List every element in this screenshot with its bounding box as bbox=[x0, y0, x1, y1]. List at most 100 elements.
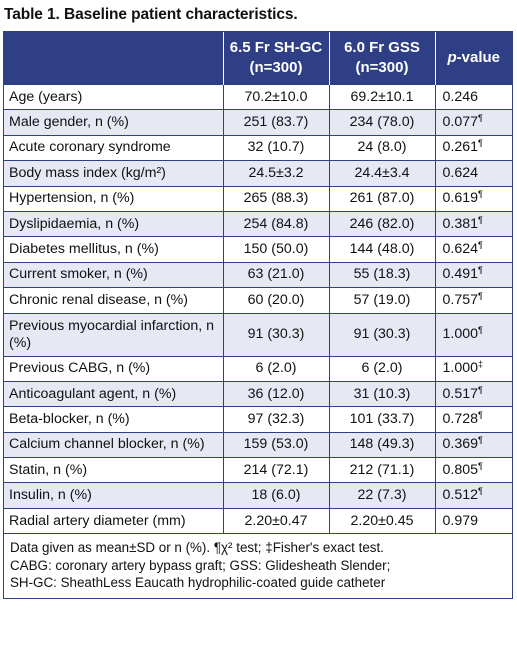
p-value-cell: 0.619¶ bbox=[434, 185, 512, 212]
footnote-line-1: Data given as mean±SD or n (%). ¶χ² test… bbox=[10, 540, 384, 556]
p-value-cell: 1.000¶ bbox=[434, 312, 512, 357]
p-value-cell: 0.512¶ bbox=[434, 482, 512, 509]
gss-value: 6 (2.0) bbox=[328, 355, 435, 382]
table-frame: 6.5 Fr SH-GC (n=300) 6.0 Fr GSS (n=300) … bbox=[3, 31, 513, 599]
table-row: Anticoagulant agent, n (%) 36 (12.0) 31 (1… bbox=[4, 380, 512, 407]
table-caption: Table 1. Baseline patient characteristic… bbox=[4, 6, 298, 23]
p-value-cell: 0.517¶ bbox=[434, 380, 512, 407]
gss-value: 212 (71.1) bbox=[328, 457, 435, 483]
gss-value: 234 (78.0) bbox=[328, 109, 435, 136]
footnote-line-2: CABG: coronary artery bypass graft; GSS:… bbox=[10, 557, 391, 573]
p-value-cell: 0.261¶ bbox=[434, 134, 512, 161]
row-label: Diabetes mellitus, n (%) bbox=[4, 236, 223, 263]
row-label: Dyslipidaemia, n (%) bbox=[4, 210, 223, 237]
table-row: Insulin, n (%) 18 (6.0) 22 (7.3) 0.512¶ bbox=[4, 482, 512, 509]
p-value: 0.979 bbox=[442, 512, 479, 529]
row-label: Anticoagulant agent, n (%) bbox=[4, 380, 223, 407]
p-value: 0.624 bbox=[442, 241, 479, 258]
test-marker: ‡ bbox=[478, 359, 484, 370]
p-value: 0.624 bbox=[442, 164, 479, 181]
row-label: Acute coronary syndrome bbox=[4, 134, 223, 161]
row-label: Hypertension, n (%) bbox=[4, 185, 223, 212]
gss-value: 55 (18.3) bbox=[328, 261, 435, 288]
header-row: 6.5 Fr SH-GC (n=300) 6.0 Fr GSS (n=300) … bbox=[4, 32, 512, 85]
row-label: Current smoker, n (%) bbox=[4, 261, 223, 288]
header-sh-gc: 6.5 Fr SH-GC (n=300) bbox=[222, 32, 329, 85]
test-marker: ¶ bbox=[478, 409, 483, 420]
test-marker: ¶ bbox=[478, 265, 483, 276]
header-gss-name: 6.0 Fr GSS bbox=[344, 39, 420, 56]
p-value-cell: 0.757¶ bbox=[434, 287, 512, 314]
sh-gc-value: 159 (53.0) bbox=[222, 431, 329, 458]
test-marker: ¶ bbox=[478, 290, 483, 301]
gss-value: 101 (33.7) bbox=[328, 406, 435, 433]
table-row: Diabetes mellitus, n (%) 150 (50.0) 144 (4… bbox=[4, 236, 512, 263]
gss-value: 246 (82.0) bbox=[328, 210, 435, 237]
sh-gc-value: 214 (72.1) bbox=[222, 457, 329, 483]
test-marker: ¶ bbox=[478, 189, 483, 200]
p-value-cell: 0.077¶ bbox=[434, 109, 512, 136]
row-label: Previous myocardial infarction, n (%) bbox=[4, 312, 223, 357]
table-row: Previous myocardial infarction, n (%) 91 … bbox=[4, 312, 512, 357]
test-marker: ¶ bbox=[478, 113, 483, 124]
gss-value: 2.20±0.45 bbox=[328, 507, 435, 534]
row-label: Beta-blocker, n (%) bbox=[4, 406, 223, 433]
row-label: Male gender, n (%) bbox=[4, 109, 223, 136]
sh-gc-value: 91 (30.3) bbox=[222, 312, 329, 357]
row-label: Calcium channel blocker, n (%) bbox=[4, 431, 223, 458]
table-row: Statin, n (%) 214 (72.1) 212 (71.1) 0.805¶ bbox=[4, 457, 512, 483]
sh-gc-value: 251 (83.7) bbox=[222, 109, 329, 136]
header-gss-n: (n=300) bbox=[355, 59, 409, 76]
gss-value: 31 (10.3) bbox=[328, 380, 435, 407]
sh-gc-value: 6 (2.0) bbox=[222, 355, 329, 382]
p-value: 0.512 bbox=[442, 487, 479, 504]
sh-gc-value: 63 (21.0) bbox=[222, 261, 329, 288]
sh-gc-value: 2.20±0.47 bbox=[222, 507, 329, 534]
table-row: Body mass index (kg/m²) 24.5±3.2 24.4±3.4 0… bbox=[4, 160, 512, 187]
table-row: Calcium channel blocker, n (%) 159 (53.0)… bbox=[4, 431, 512, 458]
p-value: 0.728 bbox=[442, 410, 479, 427]
p-value-cell: 1.000‡ bbox=[434, 355, 512, 382]
p-value: 0.757 bbox=[442, 291, 479, 308]
row-label: Insulin, n (%) bbox=[4, 482, 223, 509]
gss-value: 148 (49.3) bbox=[328, 431, 435, 458]
row-label: Previous CABG, n (%) bbox=[4, 355, 223, 382]
header-sh-gc-name: 6.5 Fr SH-GC bbox=[229, 39, 323, 56]
p-value: 0.381 bbox=[442, 215, 479, 232]
sh-gc-value: 32 (10.7) bbox=[222, 134, 329, 161]
p-value: 0.491 bbox=[442, 266, 479, 283]
row-label: Body mass index (kg/m²) bbox=[4, 160, 223, 187]
p-value-cell: 0.369¶ bbox=[434, 431, 512, 458]
p-value: 1.000 bbox=[442, 326, 479, 343]
p-value: 1.000 bbox=[442, 360, 479, 377]
test-marker: ¶ bbox=[478, 138, 483, 149]
p-value-cell: 0.491¶ bbox=[434, 261, 512, 288]
gss-value: 144 (48.0) bbox=[328, 236, 435, 263]
row-label: Statin, n (%) bbox=[4, 457, 223, 483]
p-value: 0.261 bbox=[442, 139, 479, 156]
header-p-rest: -value bbox=[456, 49, 501, 66]
sh-gc-value: 18 (6.0) bbox=[222, 482, 329, 509]
p-value-cell: 0.805¶ bbox=[434, 457, 512, 483]
p-value: 0.246 bbox=[442, 88, 479, 105]
test-marker: ¶ bbox=[478, 240, 483, 251]
p-value: 0.805 bbox=[442, 461, 479, 478]
p-value: 0.369 bbox=[442, 436, 479, 453]
gss-value: 57 (19.0) bbox=[328, 287, 435, 314]
header-label-column bbox=[4, 32, 223, 85]
sh-gc-value: 60 (20.0) bbox=[222, 287, 329, 314]
gss-value: 24 (8.0) bbox=[328, 134, 435, 161]
p-value-cell: 0.979 bbox=[434, 507, 512, 534]
header-sh-gc-n: (n=300) bbox=[249, 59, 303, 76]
table-row: Dyslipidaemia, n (%) 254 (84.8) 246 (82.0)… bbox=[4, 210, 512, 237]
sh-gc-value: 254 (84.8) bbox=[222, 210, 329, 237]
p-value-cell: 0.728¶ bbox=[434, 406, 512, 433]
p-value: 0.517 bbox=[442, 385, 479, 402]
header-p-italic: p bbox=[447, 49, 457, 66]
test-marker: ¶ bbox=[478, 460, 483, 471]
gss-value: 24.4±3.4 bbox=[328, 160, 435, 187]
sh-gc-value: 265 (88.3) bbox=[222, 185, 329, 212]
row-label: Radial artery diameter (mm) bbox=[4, 507, 223, 534]
p-value-cell: 0.381¶ bbox=[434, 210, 512, 237]
row-label: Age (years) bbox=[4, 83, 223, 110]
